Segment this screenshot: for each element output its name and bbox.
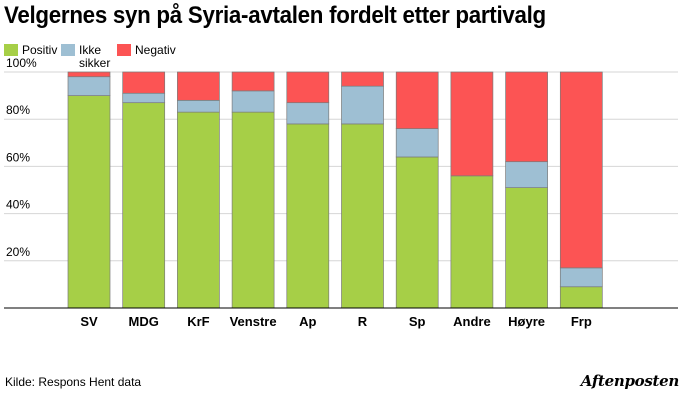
bar-segment [67, 76, 111, 96]
bar-segment [341, 71, 384, 87]
bar-segment [67, 95, 111, 309]
bar-segment [177, 111, 220, 309]
x-tick-label: Frp [571, 314, 592, 329]
bar-segment [122, 71, 166, 94]
bar-segment [122, 102, 166, 309]
bar-segment [559, 71, 603, 269]
legend-label-negativ: Negativ [135, 43, 176, 57]
bar-segment [341, 123, 384, 309]
y-tick-label: 40% [6, 198, 30, 212]
x-tick-label: Høyre [508, 314, 545, 329]
bar-segment [395, 128, 439, 158]
y-tick-label: 20% [6, 245, 30, 259]
bar-segment [231, 71, 275, 92]
bar-segment [286, 102, 330, 125]
bar-segment [450, 71, 494, 177]
x-tick-label: MDG [129, 314, 159, 329]
bar-segment [559, 286, 603, 309]
legend-swatch-negativ [117, 44, 131, 56]
bar-segment [67, 71, 111, 78]
bar-segment [505, 71, 548, 163]
bar-segment [450, 175, 494, 309]
bar-segment [559, 267, 603, 288]
bar-segment [395, 71, 439, 129]
y-tick-label: 60% [6, 150, 30, 164]
bar-segment [177, 71, 220, 101]
bar-segment [341, 85, 384, 125]
chart-title: Velgernes syn på Syria-avtalen fordelt e… [4, 2, 546, 29]
legend-swatch-positiv [4, 44, 18, 56]
bar-segment [395, 156, 439, 309]
x-tick-label: SV [80, 314, 98, 329]
bar-segment [505, 187, 548, 309]
bar-segment [231, 111, 275, 309]
bar-segment [286, 71, 330, 104]
x-tick-label: Ap [299, 314, 316, 329]
bar-segment [286, 123, 330, 309]
bar-segment [177, 99, 220, 113]
x-tick-label: Venstre [230, 314, 277, 329]
aftenposten-logo: Aftenposten [580, 372, 680, 390]
bar-segment [231, 90, 275, 113]
x-tick-label: Sp [409, 314, 426, 329]
bar-segment [505, 161, 548, 188]
y-tick-label: 80% [6, 103, 30, 117]
x-tick-label: KrF [187, 314, 209, 329]
source-note: Kilde: Respons Hent data [5, 375, 142, 389]
legend-label-positiv: Positiv [22, 43, 58, 57]
x-tick-label: Andre [453, 314, 491, 329]
legend-swatch-ikke-sikker [61, 44, 75, 56]
x-tick-label: R [358, 314, 368, 329]
legend-label-ikke-sikker: Ikke sikker [79, 43, 111, 70]
bar-segment [122, 92, 166, 104]
y-tick-label: 100% [6, 56, 37, 70]
